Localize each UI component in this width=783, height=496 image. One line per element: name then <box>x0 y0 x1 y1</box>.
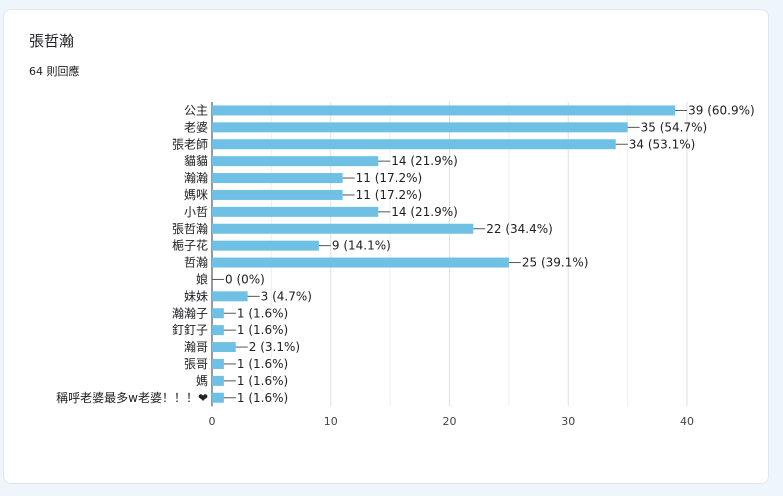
value-label: 11 (17.2%) <box>356 171 423 185</box>
category-label: 老婆 <box>184 120 208 134</box>
x-tick-label: 30 <box>561 415 575 428</box>
category-label: 媽 <box>196 374 208 388</box>
response-card: 張哲瀚 64 則回應 0 10 20 30 40 公主 39 (60.9%) 老婆 35 (54… <box>3 9 769 484</box>
bar[interactable] <box>212 173 343 184</box>
category-label: 瀚瀚子 <box>172 305 208 320</box>
bar[interactable] <box>212 122 628 133</box>
value-label: 1 (1.6%) <box>237 374 288 388</box>
bar[interactable] <box>212 358 224 369</box>
bar-chart: 0 10 20 30 40 公主 39 (60.9%) 老婆 35 (54.7%) 張老師 34 (… <box>56 102 755 428</box>
bar[interactable] <box>212 206 379 217</box>
value-label: 39 (60.9%) <box>688 103 755 117</box>
bar[interactable] <box>212 257 509 268</box>
value-label: 1 (1.6%) <box>237 357 288 371</box>
category-label: 貓貓 <box>184 154 208 168</box>
value-label: 0 (0%) <box>225 272 265 286</box>
value-label: 3 (4.7%) <box>261 289 312 303</box>
value-label: 9 (14.1%) <box>332 239 391 253</box>
category-label: 張哲瀚 <box>172 221 208 236</box>
category-label: 公主 <box>184 103 208 117</box>
bar[interactable] <box>212 139 616 150</box>
bar[interactable] <box>212 156 379 167</box>
category-label: 娘 <box>196 271 208 286</box>
category-label: 哲瀚 <box>184 255 208 270</box>
category-label: 媽咪 <box>184 188 208 202</box>
bar[interactable] <box>212 223 474 234</box>
value-label: 1 (1.6%) <box>237 323 288 337</box>
question-title: 張哲瀚 <box>29 32 75 50</box>
value-label: 35 (54.7%) <box>641 120 708 134</box>
value-label: 14 (21.9%) <box>391 205 458 219</box>
bar[interactable] <box>212 308 224 319</box>
value-label: 11 (17.2%) <box>356 188 423 202</box>
bar[interactable] <box>212 105 676 116</box>
category-label: 張老師 <box>172 137 208 151</box>
category-label: 稱呼老婆最多w老婆！！！❤ <box>56 391 208 405</box>
value-label: 14 (21.9%) <box>391 154 458 168</box>
value-label: 1 (1.6%) <box>237 306 288 320</box>
bar[interactable] <box>212 375 224 386</box>
category-label: 瀚哥 <box>184 339 208 354</box>
value-label: 1 (1.6%) <box>237 391 288 405</box>
category-label: 妹妹 <box>184 289 208 303</box>
value-label: 2 (3.1%) <box>249 340 300 354</box>
x-tick-label: 0 <box>209 415 216 428</box>
bar[interactable] <box>212 342 236 353</box>
category-label: 梔子花 <box>172 238 208 253</box>
x-tick-label: 20 <box>443 415 457 428</box>
x-tick-label: 40 <box>680 415 694 428</box>
bar[interactable] <box>212 291 248 302</box>
category-label: 釘釘子 <box>172 322 208 337</box>
category-label: 張哥 <box>184 357 208 371</box>
value-label: 34 (53.1%) <box>629 137 696 151</box>
category-label: 小哲 <box>184 205 208 219</box>
bar[interactable] <box>212 325 224 336</box>
value-label: 25 (39.1%) <box>522 256 589 270</box>
bar[interactable] <box>212 392 224 403</box>
response-count: 64 則回應 <box>29 65 80 78</box>
x-tick-label: 10 <box>324 415 338 428</box>
category-label: 瀚瀚 <box>184 170 208 185</box>
bar[interactable] <box>212 240 319 251</box>
bar[interactable] <box>212 189 343 200</box>
value-label: 22 (34.4%) <box>486 222 553 236</box>
